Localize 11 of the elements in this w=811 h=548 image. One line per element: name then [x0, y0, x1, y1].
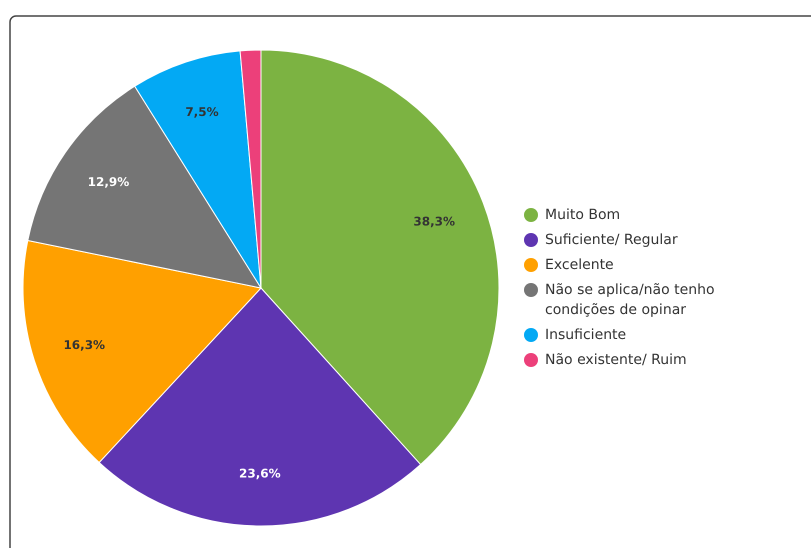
- legend-label: Excelente: [545, 257, 614, 273]
- legend-label: Suficiente/ Regular: [545, 232, 678, 248]
- data-label: 38,3%: [413, 214, 456, 228]
- legend-label: Não se aplica/não tenho condições de opinar: [545, 282, 715, 318]
- legend-label: Insuficiente: [545, 327, 626, 343]
- data-label: 7,5%: [185, 104, 219, 119]
- legend-label: Não existente/ Ruim: [545, 352, 687, 368]
- legend-label: Muito Bom: [545, 207, 620, 223]
- data-label: 23,6%: [239, 466, 281, 481]
- data-label: 16,3%: [63, 338, 106, 352]
- data-label: 12,9%: [88, 175, 130, 190]
